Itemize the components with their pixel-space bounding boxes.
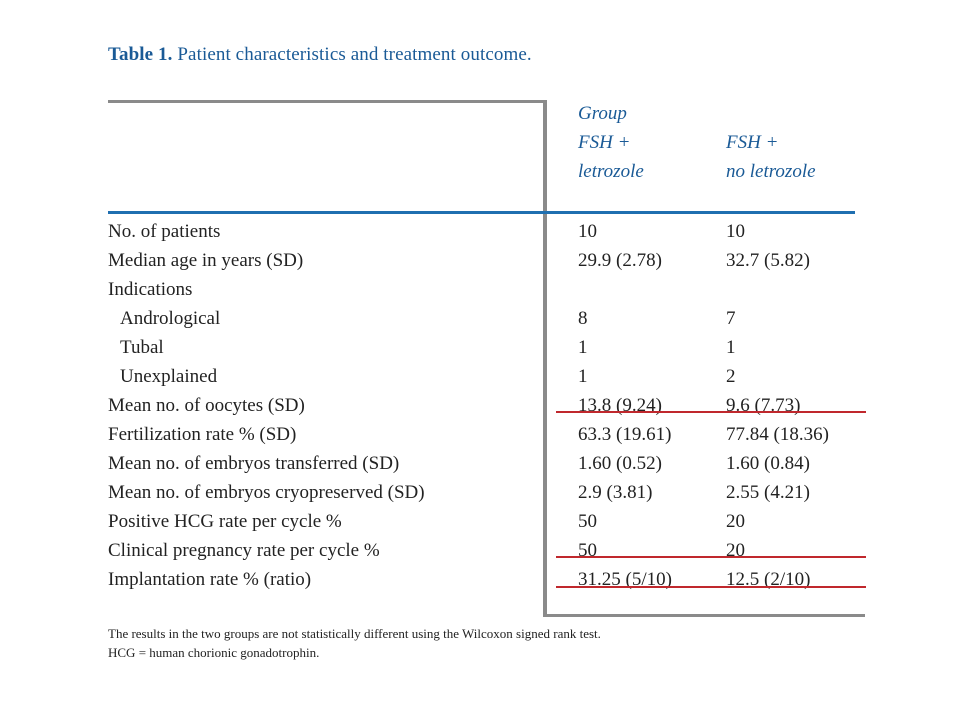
- cell-fsh-no-letrozole: 2: [726, 366, 736, 387]
- footnote-line: HCG = human chorionic gonadotrophin.: [108, 645, 320, 660]
- table-column-divider: [543, 100, 547, 617]
- cell-fsh-no-letrozole: 20: [726, 540, 745, 561]
- cell-fsh-no-letrozole: 10: [726, 221, 745, 242]
- table-row: Mean no. of oocytes (SD) 13.8 (9.24) 9.6 (…: [108, 391, 868, 420]
- table-caption: Table 1. Patient characteristics and tre…: [108, 44, 532, 66]
- cell-fsh-letrozole: 50: [578, 511, 597, 532]
- column-header-line: no letrozole: [726, 161, 816, 182]
- highlight-underline-implantation: [556, 586, 866, 588]
- row-label: Positive HCG rate per cycle %: [108, 511, 342, 532]
- cell-fsh-letrozole: 29.9 (2.78): [578, 250, 662, 271]
- footnote-line: The results in the two groups are not st…: [108, 626, 601, 641]
- row-label: No. of patients: [108, 221, 221, 242]
- cell-fsh-letrozole: 50: [578, 540, 597, 561]
- cell-fsh-letrozole: 1.60 (0.52): [578, 453, 662, 474]
- table-row: No. of patients 10 10: [108, 217, 868, 246]
- table-row: Median age in years (SD) 29.9 (2.78) 32.7 …: [108, 246, 868, 275]
- table-caption-text: Patient characteristics and treatment ou…: [172, 44, 532, 65]
- table-row: Unexplained 1 2: [108, 362, 868, 391]
- row-label: Fertilization rate % (SD): [108, 424, 297, 445]
- row-label: Andrological: [120, 308, 221, 329]
- cell-fsh-no-letrozole: 32.7 (5.82): [726, 250, 810, 271]
- cell-fsh-no-letrozole: 12.5 (2/10): [726, 569, 811, 590]
- table-caption-label: Table 1.: [108, 44, 173, 65]
- table-row: Positive HCG rate per cycle % 50 20: [108, 507, 868, 536]
- table-footnote: The results in the two groups are not st…: [108, 624, 601, 662]
- row-label: Clinical pregnancy rate per cycle %: [108, 540, 380, 561]
- cell-fsh-no-letrozole: 2.55 (4.21): [726, 482, 810, 503]
- cell-fsh-letrozole: 31.25 (5/10): [578, 569, 672, 590]
- cell-fsh-letrozole: 10: [578, 221, 597, 242]
- table-header-rule: [108, 211, 855, 214]
- row-label: Mean no. of embryos cryopreserved (SD): [108, 482, 425, 503]
- table-row: Mean no. of embryos transferred (SD) 1.60…: [108, 449, 868, 478]
- table-row: Indications: [108, 275, 868, 304]
- row-label: Median age in years (SD): [108, 250, 304, 271]
- row-label: Indications: [108, 279, 193, 300]
- table-top-rule: [108, 100, 546, 103]
- row-label: Tubal: [120, 337, 164, 358]
- cell-fsh-letrozole: 13.8 (9.24): [578, 395, 662, 416]
- cell-fsh-no-letrozole: 9.6 (7.73): [726, 395, 801, 416]
- cell-fsh-letrozole: 8: [578, 308, 588, 329]
- cell-fsh-no-letrozole: 1.60 (0.84): [726, 453, 810, 474]
- highlight-underline-clinical-pregnancy: [556, 556, 866, 558]
- column-header-line: FSH +: [578, 132, 631, 153]
- cell-fsh-no-letrozole: 20: [726, 511, 745, 532]
- table-bottom-rule: [543, 614, 865, 617]
- table-row: Implantation rate % (ratio) 31.25 (5/10) 1…: [108, 565, 868, 594]
- table-row: Mean no. of embryos cryopreserved (SD) 2.…: [108, 478, 868, 507]
- cell-fsh-letrozole: 1: [578, 337, 588, 358]
- cell-fsh-letrozole: 2.9 (3.81): [578, 482, 653, 503]
- row-label: Mean no. of oocytes (SD): [108, 395, 305, 416]
- cell-fsh-letrozole: 63.3 (19.61): [578, 424, 672, 445]
- table-row: Andrological 8 7: [108, 304, 868, 333]
- cell-fsh-no-letrozole: 77.84 (18.36): [726, 424, 829, 445]
- column-header-line: letrozole: [578, 161, 644, 182]
- cell-fsh-no-letrozole: 7: [726, 308, 736, 329]
- row-label: Mean no. of embryos transferred (SD): [108, 453, 400, 474]
- column-header-fsh-letrozole: Group FSH + letrozole: [578, 99, 644, 186]
- cell-fsh-letrozole: 1: [578, 366, 588, 387]
- cell-fsh-no-letrozole: 1: [726, 337, 736, 358]
- column-header-fsh-no-letrozole: FSH + no letrozole: [726, 128, 816, 186]
- row-label: Unexplained: [120, 366, 218, 387]
- table-row: Fertilization rate % (SD) 63.3 (19.61) 77.…: [108, 420, 868, 449]
- column-header-line: FSH +: [726, 132, 779, 153]
- table-row: Tubal 1 1: [108, 333, 868, 362]
- column-header-line: Group: [578, 103, 627, 124]
- table-row: Clinical pregnancy rate per cycle % 50 20: [108, 536, 868, 565]
- highlight-underline-oocytes: [556, 411, 866, 413]
- row-label: Implantation rate % (ratio): [108, 569, 312, 590]
